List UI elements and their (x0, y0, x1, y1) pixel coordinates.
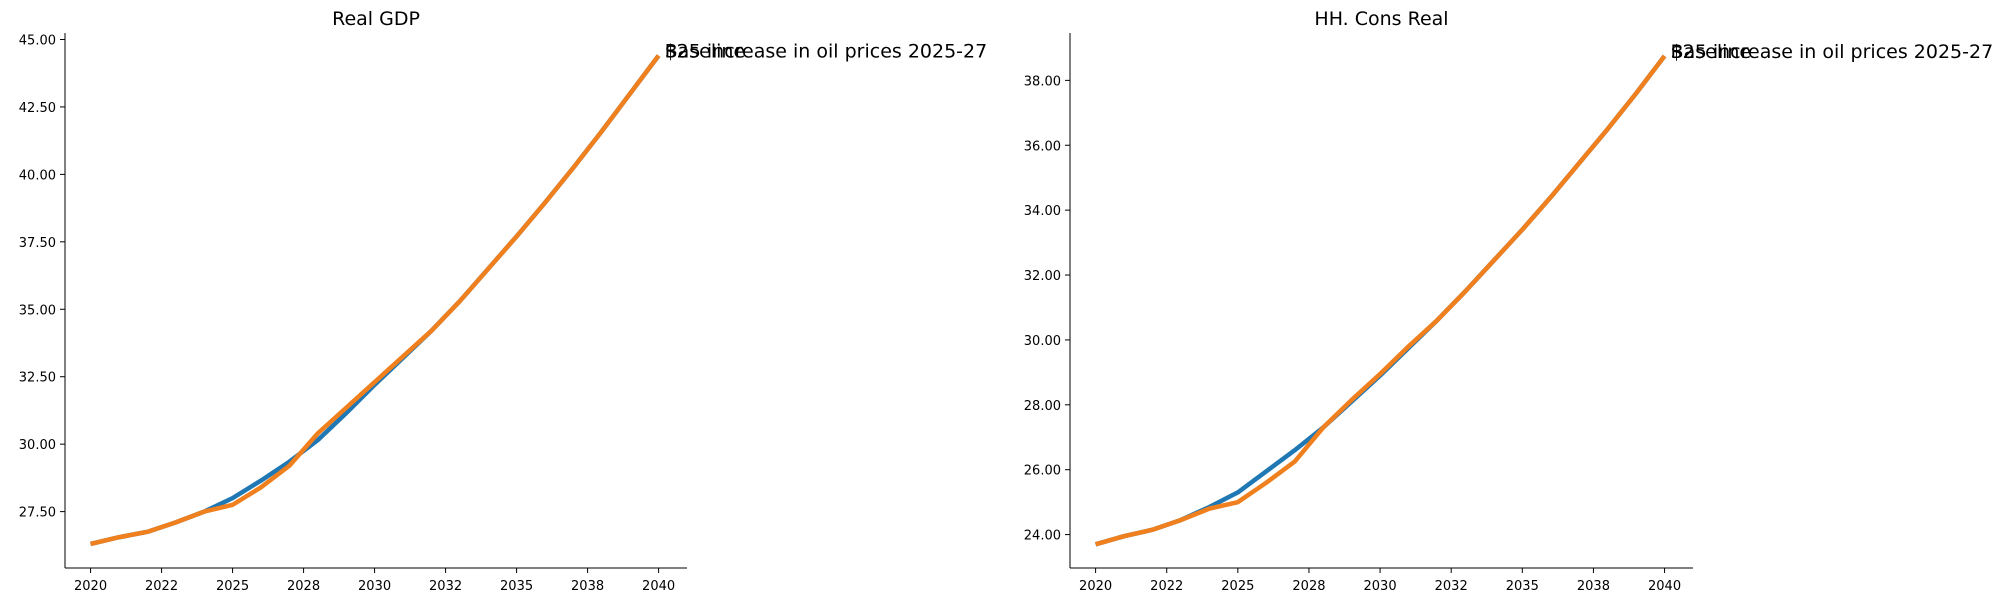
x-tick-label: 2040 (1648, 579, 1681, 594)
x-tick-label: 2035 (500, 579, 533, 594)
x-tick-label: 2038 (1577, 579, 1610, 594)
series-end-label: $25 increase in oil prices 2025-27 (1671, 41, 1994, 63)
y-tick-label: 45.00 (19, 33, 56, 48)
line-series (90, 54, 661, 547)
y-tick-label: 32.50 (19, 371, 56, 386)
x-tick-label: 2030 (358, 579, 391, 594)
series-end-label: $25 increase in oil prices 2025-27 (665, 41, 988, 63)
y-tick-label: 27.50 (19, 506, 56, 521)
line-series (1094, 54, 1667, 547)
line-series (90, 54, 661, 547)
chart-title: HH. Cons Real (1314, 8, 1448, 30)
chart-title: Real GDP (332, 8, 420, 30)
y-tick-label: 32.00 (1024, 269, 1061, 284)
y-tick-label: 30.00 (19, 438, 56, 453)
y-tick-label: 28.00 (1024, 399, 1061, 414)
line-series (1094, 54, 1667, 547)
x-tick-label: 2030 (1364, 579, 1397, 594)
x-tick-label: 2025 (216, 579, 249, 594)
x-tick-label: 2028 (1292, 579, 1325, 594)
x-tick-label: 2020 (1079, 579, 1112, 594)
y-tick-label: 34.00 (1024, 204, 1061, 219)
x-tick-label: 2038 (571, 579, 604, 594)
y-tick-label: 26.00 (1024, 464, 1061, 479)
x-tick-label: 2035 (1506, 579, 1539, 594)
series-end-label: Baseline (665, 41, 746, 63)
x-tick-label: 2032 (429, 579, 462, 594)
y-tick-label: 38.00 (1024, 74, 1061, 89)
y-tick-label: 37.50 (19, 236, 56, 251)
x-tick-label: 2022 (145, 579, 178, 594)
x-tick-label: 2022 (1150, 579, 1183, 594)
x-tick-label: 2040 (642, 579, 675, 594)
x-tick-label: 2028 (287, 579, 320, 594)
x-tick-label: 2020 (74, 579, 107, 594)
y-tick-label: 36.00 (1024, 139, 1061, 154)
series-end-label: Baseline (1671, 41, 1752, 63)
x-tick-label: 2025 (1221, 579, 1254, 594)
y-tick-label: 42.50 (19, 101, 56, 116)
y-tick-label: 24.00 (1024, 529, 1061, 544)
y-tick-label: 40.00 (19, 168, 56, 183)
x-tick-label: 2032 (1435, 579, 1468, 594)
y-tick-label: 35.00 (19, 303, 56, 318)
y-tick-label: 30.00 (1024, 334, 1061, 349)
